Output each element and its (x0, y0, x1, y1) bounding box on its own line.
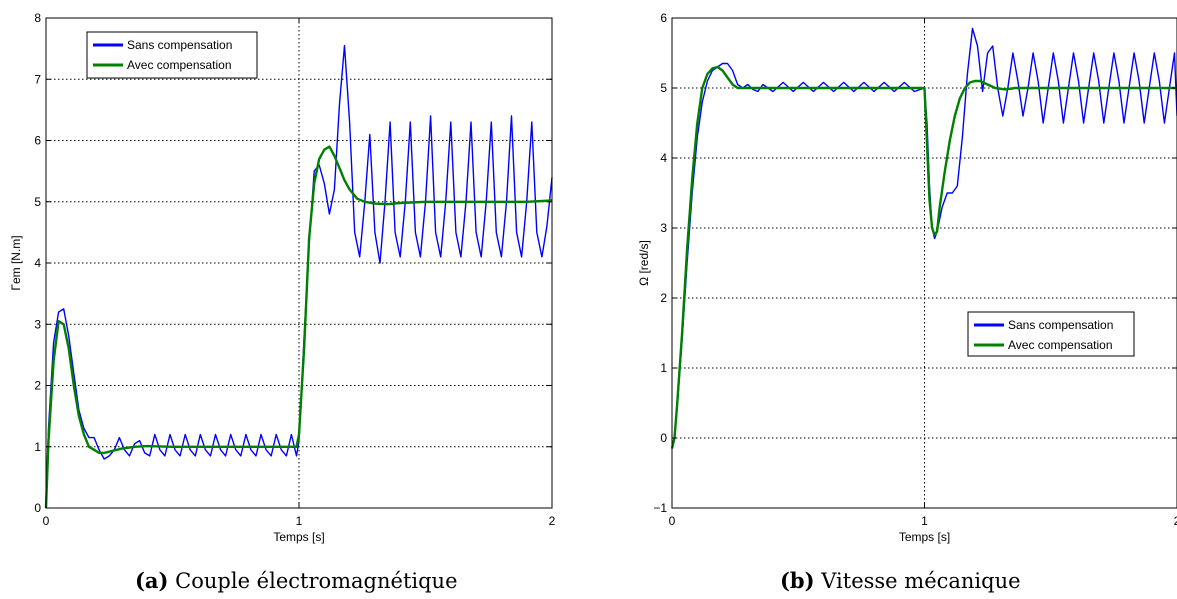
caption-b-letter: (b) (780, 568, 815, 593)
a-ytick-label: 7 (34, 72, 41, 86)
b-ytick-label: 4 (660, 151, 667, 165)
a-legend-label: Avec compensation (127, 58, 232, 72)
caption-a: (a) Couple électromagnétique (135, 568, 458, 593)
a-x-axis-label: Temps [s] (273, 530, 324, 544)
caption-a-letter: (a) (135, 568, 169, 593)
b-ytick-label: 1 (660, 361, 667, 375)
a-series-line-sans (45, 44, 553, 509)
caption-a-text: Couple électromagnétique (175, 569, 458, 593)
plot-couple-electromagnetique: 0 1 2 3 4 5 6 7 8 0 1 2 Temps [s] Γem [N.m] Sans compe… (9, 11, 556, 544)
b-legend-label: Sans compensation (1008, 318, 1113, 332)
a-xtick-label: 1 (296, 514, 303, 528)
b-ytick-label: 5 (660, 81, 667, 95)
plot-vitesse-mecanique: −10123456012Temps [s]Ω [red/s]Sans compe… (637, 11, 1177, 544)
b-xtick-label: 1 (921, 514, 928, 528)
b-ytick-label: 0 (660, 431, 667, 445)
a-ytick-label: 6 (34, 134, 41, 148)
a-ytick-label: 3 (34, 317, 41, 331)
a-xtick-label: 2 (549, 514, 556, 528)
b-ytick-label: 2 (660, 291, 667, 305)
a-legend-label: Sans compensation (127, 38, 232, 52)
b-series-line-avec (670, 65, 1177, 449)
a-ytick-label: 2 (34, 379, 41, 393)
a-ytick-label: 5 (34, 195, 41, 209)
caption-b-text: Vitesse mécanique (821, 569, 1021, 593)
caption-b: (b) Vitesse mécanique (780, 568, 1021, 593)
b-legend-label: Avec compensation (1008, 338, 1113, 352)
a-y-axis-label: Γem [N.m] (9, 235, 23, 290)
b-legend-box (967, 311, 1135, 357)
a-ytick-label: 4 (34, 256, 41, 270)
b-xtick-label: 2 (1174, 514, 1177, 528)
a-series-line-avec (44, 145, 553, 509)
b-ytick-label: −1 (653, 501, 667, 515)
b-ytick-label: 3 (660, 221, 667, 235)
a-ytick-label: 1 (34, 440, 41, 454)
a-ytick-label: 8 (34, 11, 41, 25)
a-ytick-label: 0 (34, 501, 41, 515)
b-y-axis-label: Ω [red/s] (637, 240, 651, 286)
a-legend-box (86, 31, 258, 79)
b-x-axis-label: Temps [s] (899, 530, 950, 544)
b-ytick-label: 6 (660, 11, 667, 25)
b-xtick-label: 0 (669, 514, 676, 528)
a-xtick-label: 0 (43, 514, 50, 528)
